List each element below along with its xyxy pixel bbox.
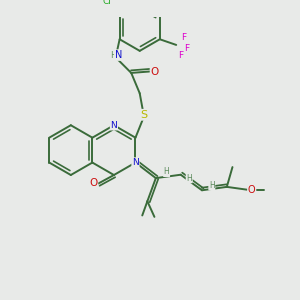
Text: F: F <box>181 33 186 42</box>
Text: N: N <box>110 121 117 130</box>
Text: F: F <box>178 51 183 60</box>
Text: N: N <box>115 50 122 60</box>
Text: O: O <box>248 185 256 195</box>
Text: O: O <box>151 67 159 76</box>
Text: F: F <box>184 44 190 53</box>
Text: N: N <box>132 158 139 167</box>
Text: H: H <box>209 181 215 190</box>
Text: O: O <box>89 178 98 188</box>
Text: Cl: Cl <box>103 0 111 6</box>
Text: H: H <box>164 167 169 176</box>
Text: H: H <box>110 51 117 60</box>
Text: H: H <box>186 174 192 183</box>
Text: S: S <box>140 110 148 120</box>
